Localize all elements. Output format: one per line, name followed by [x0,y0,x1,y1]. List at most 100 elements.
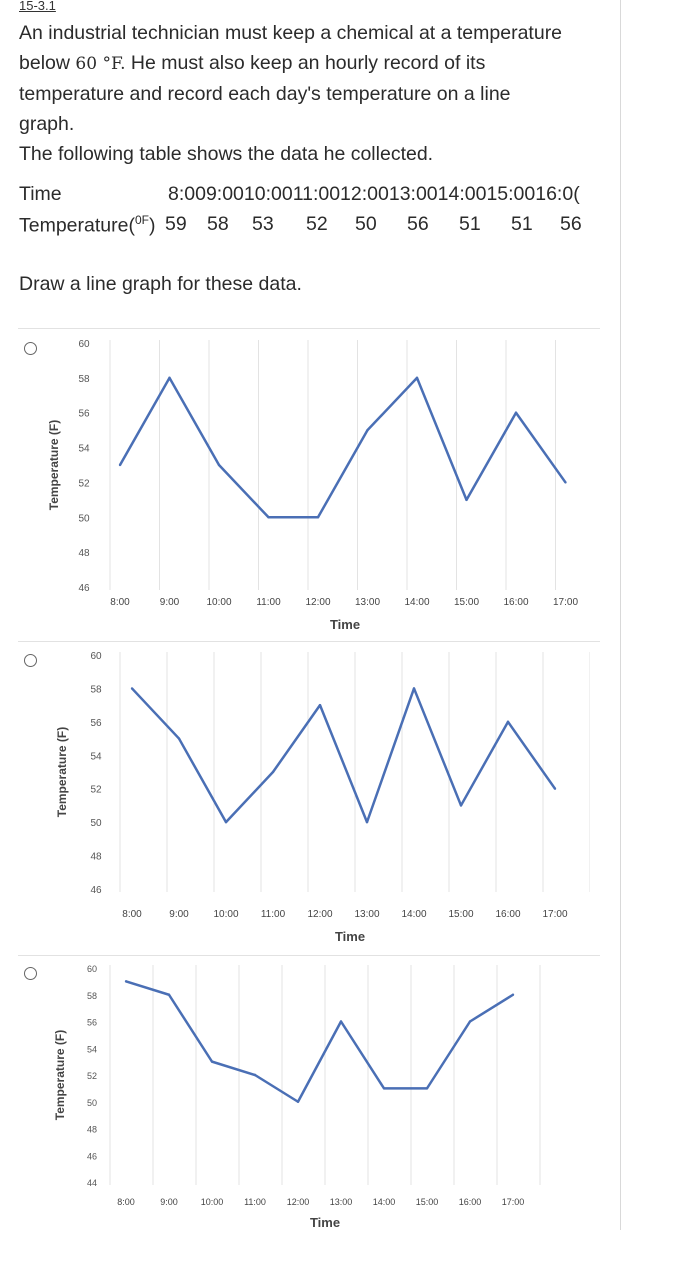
question-id: 15-3.1 [19,0,56,13]
y-tick-label: 54 [90,751,102,762]
question-line: He must also keep an hourly record of it… [130,52,486,74]
x-tick-label: 17:00 [542,909,567,920]
divider [18,955,600,956]
temp-value: 58 [207,213,229,235]
y-tick-label: 60 [78,340,90,350]
y-tick-label: 52 [90,785,102,796]
option-c-chart[interactable]: 44 46 48 50 52 54 56 58 60 8:00 9:00 10:00 11:00 12:0… [50,965,550,1235]
data-point [366,428,369,432]
x-tick-label: 15:00 [448,909,473,920]
x-tick-label: 17:00 [553,597,578,608]
temperature-unit: °F. [102,54,126,74]
data-point [167,993,171,996]
x-tick-label: 9:00 [160,1197,178,1207]
y-tick-label: 56 [90,718,102,729]
data-point [224,820,228,824]
data-point [365,820,369,824]
y-axis-label: Temperature (F) [53,1030,67,1120]
time-row-label: Time [19,183,62,205]
data-point [271,770,275,774]
temp-value: 56 [560,213,582,235]
y-tick-label: 54 [78,444,90,455]
y-tick-label: 54 [87,1044,97,1054]
x-tick-label: 12:00 [305,597,330,608]
x-tick-label: 14:00 [404,597,429,608]
option-a-chart[interactable]: 46 48 50 52 54 56 58 60 8:00 9:00 10:00 11:00 12:00 1… [40,340,600,635]
right-border [620,0,621,1230]
option-a-radio[interactable] [24,342,37,355]
x-axis-label: Time [330,617,360,632]
y-tick-label: 50 [78,513,90,524]
y-tick-label: 56 [78,409,90,420]
data-point [415,376,419,380]
data-point [564,481,567,484]
x-tick-label: 13:00 [355,597,380,608]
question-line: An industrial technician must keep a che… [19,22,563,44]
y-tick-label: 58 [78,374,90,385]
x-tick-label: 12:00 [307,909,332,920]
option-b-chart[interactable]: 46 48 50 52 54 56 58 60 8:00 9:00 10:00 11:00 12:00 1… [50,652,590,952]
series-line [131,687,557,824]
x-tick-label: 13:00 [330,1197,353,1207]
x-tick-label: 8:00 [117,1197,135,1207]
y-tick-label: 48 [87,1125,97,1135]
temp-value: 51 [511,213,533,235]
x-axis-label: Time [310,1215,340,1230]
x-tick-label: 11:00 [244,1197,266,1207]
x-tick-label: 11:00 [256,597,281,608]
data-point [210,1060,214,1063]
temp-value: 59 [165,213,187,235]
table-intro: The following table shows the data he co… [19,143,434,165]
x-tick-label: 11:00 [261,909,286,920]
data-point [316,516,320,519]
series-line [118,376,567,519]
y-tick-label: 46 [87,1151,97,1161]
y-tick-label: 60 [90,652,102,662]
x-tick-label: 9:00 [160,597,180,608]
y-tick-label: 50 [90,818,102,829]
x-tick-label: 10:00 [213,909,238,920]
series-line [125,980,514,1103]
y-tick-label: 46 [78,583,90,594]
data-point [382,1087,386,1090]
data-point [124,980,128,983]
data-point [296,1100,300,1103]
data-point [253,1073,257,1077]
data-point [168,376,171,380]
x-tick-label: 14:00 [401,909,426,920]
temp-row-label: Temperature(0F) [19,213,155,238]
y-tick-label: 48 [90,852,102,863]
question-line: graph. [19,113,75,135]
y-tick-label: 48 [78,548,90,559]
x-tick-label: 8:00 [122,909,142,920]
data-point [511,993,515,996]
x-tick-label: 15:00 [416,1197,439,1207]
option-b-radio[interactable] [24,654,37,667]
x-tick-label: 14:00 [373,1197,396,1207]
y-tick-label: 50 [87,1098,97,1108]
data-point [514,411,518,414]
divider [18,641,600,642]
x-tick-label: 10:00 [206,597,231,608]
temp-label-close: ) [148,214,156,237]
x-tick-label: 12:00 [287,1197,310,1207]
data-point [506,720,510,724]
question-line: temperature and record each day's temper… [19,83,511,105]
y-tick-label: 44 [87,1178,97,1188]
temp-value: 52 [306,213,328,235]
x-tick-label: 16:00 [503,597,528,608]
y-tick-label: 58 [87,991,97,1001]
temperature-limit: 60 [75,54,98,74]
y-axis-label: Temperature (F) [55,727,69,817]
x-tick-label: 15:00 [454,597,479,608]
data-point [318,703,322,707]
data-point [339,1020,343,1023]
y-axis-label: Temperature (F) [47,420,61,510]
option-c-radio[interactable] [24,967,37,980]
x-tick-label: 9:00 [169,909,189,920]
x-tick-label: 17:00 [502,1197,525,1207]
data-point [217,463,221,467]
question-text: An industrial technician must keep a che… [19,18,609,139]
x-tick-label: 10:00 [201,1197,224,1207]
time-row-values: 8:009:0010:0011:0012:0013:0014:0015:0016… [168,183,580,205]
